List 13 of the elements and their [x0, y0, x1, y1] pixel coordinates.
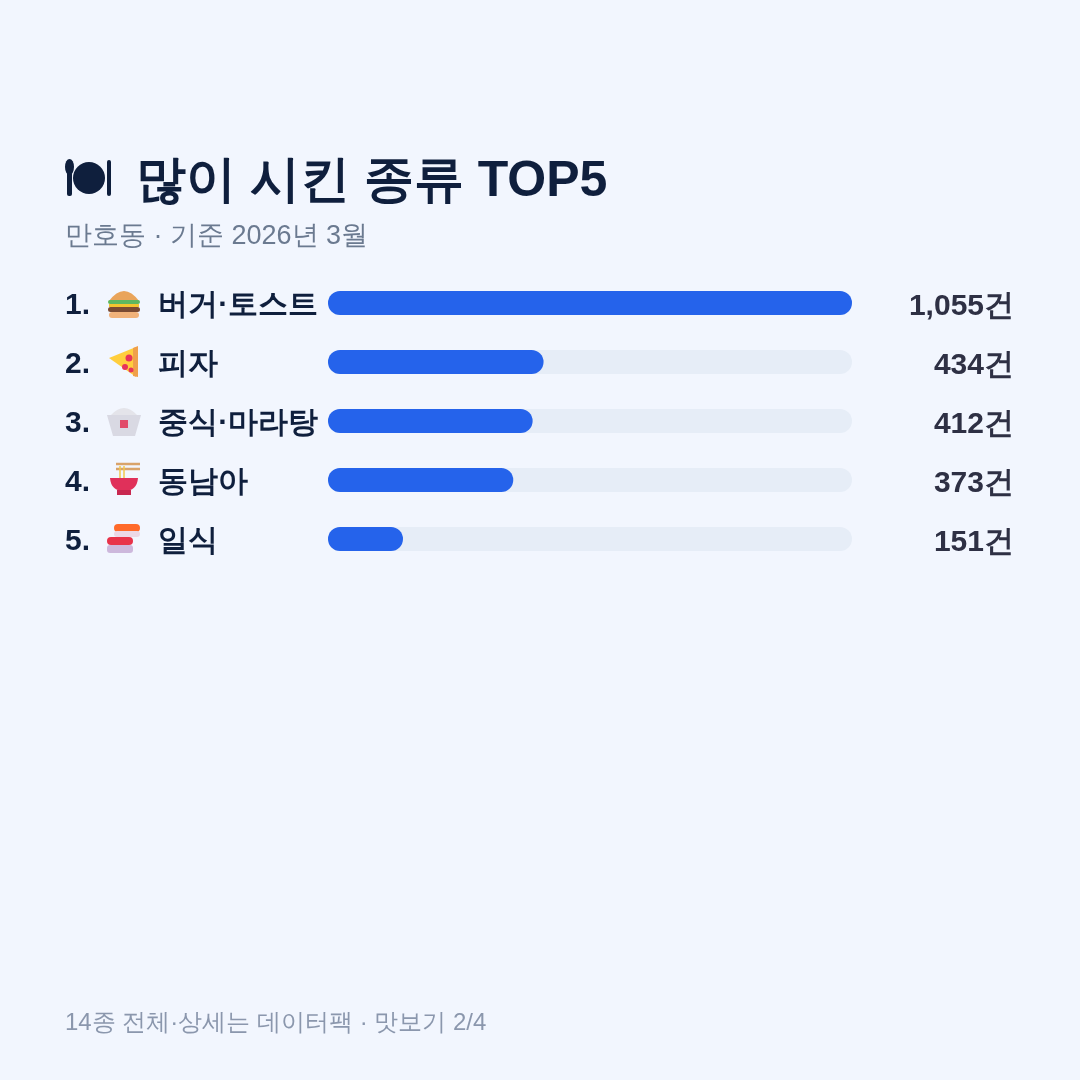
data-label: 412건: [933, 406, 1014, 439]
category-label: 5. 일식: [65, 523, 219, 556]
chart-title: 많이 시킨 종류 TOP5: [136, 151, 608, 207]
chart-subtitle: 만호동 · 기준 2026년 3월: [65, 220, 369, 250]
data-label: 151건: [933, 524, 1014, 557]
category-label: 3. 중식·마라탕: [65, 405, 319, 438]
data-label: 434건: [933, 347, 1014, 380]
data-label: 1,055건: [908, 288, 1014, 321]
text: 14종 전체·상세는 데이터팩 · 맛보기 2/4: [65, 1008, 487, 1035]
category-label: 2. 피자: [65, 346, 219, 379]
category-label: 4. 동남아: [65, 464, 249, 497]
data-label: 373건: [933, 465, 1014, 498]
category-label: 1. 버거·토스트: [65, 287, 319, 320]
